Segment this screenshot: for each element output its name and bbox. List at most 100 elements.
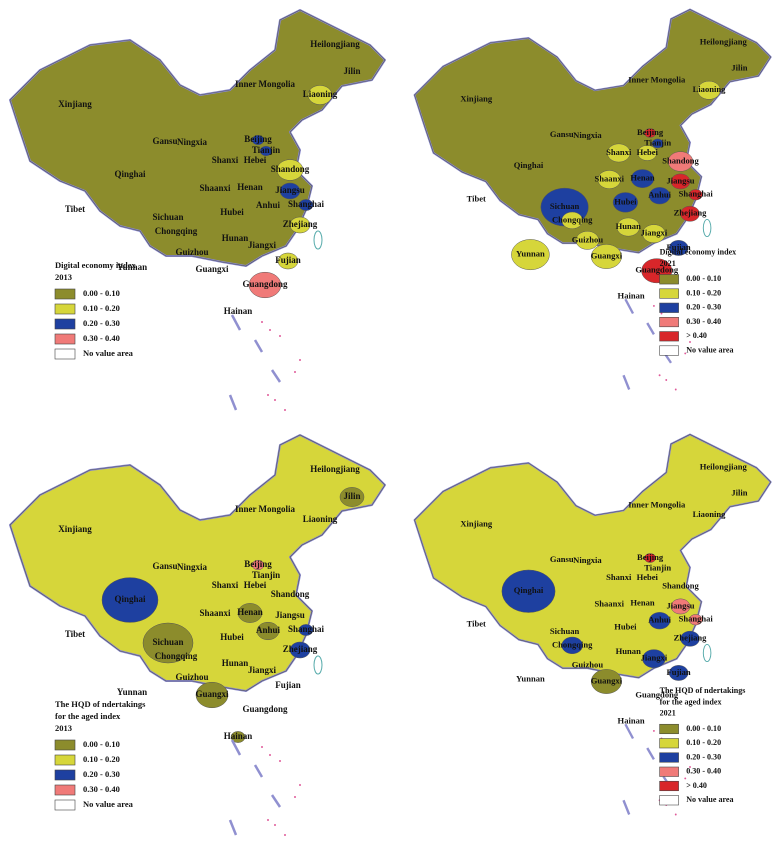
island — [267, 819, 269, 821]
province-fill — [637, 145, 657, 161]
legend: The HQD of ndertakings for the aged index… — [54, 699, 146, 811]
province-label: Qinghai — [514, 585, 544, 595]
legend-swatch — [54, 348, 76, 360]
province-fill — [651, 138, 664, 149]
province-label: Guangdong — [242, 704, 288, 714]
province-fill — [680, 205, 700, 222]
province-fill — [279, 182, 301, 200]
province-fill — [630, 169, 655, 188]
legend-swatch — [54, 799, 76, 811]
country-inner — [414, 9, 772, 253]
island — [652, 304, 655, 307]
province-label: Hunan — [616, 646, 641, 656]
province-label: Heilongjiang — [700, 462, 748, 472]
island — [279, 335, 281, 337]
province-label: Guizhou — [572, 659, 604, 669]
province-fill — [251, 559, 265, 571]
province-label: Gansu — [152, 561, 177, 571]
legend-label: > 0.40 — [686, 331, 707, 340]
province-fill — [277, 252, 299, 270]
province-label: Anhui — [256, 625, 281, 635]
legend-swatch — [659, 288, 679, 299]
province-fill — [590, 244, 622, 269]
province-label: Hubei — [220, 207, 244, 217]
legend-label: 0.00 - 0.10 — [83, 739, 120, 749]
legend-swatch — [659, 752, 679, 763]
province-label: Hubei — [614, 621, 637, 631]
legend-title: The HQD of ndertakings — [55, 699, 146, 709]
province-label: Jiangsu — [666, 600, 694, 610]
province-label: Anhui — [256, 200, 281, 210]
province-fill — [259, 145, 273, 157]
province-label: Chongqing — [155, 226, 198, 236]
province-label: Shanxi — [606, 572, 632, 582]
sea-boundary — [646, 322, 655, 335]
province-label: Qinghai — [114, 594, 146, 604]
island — [261, 746, 263, 748]
province-fill — [667, 151, 694, 172]
province-label: Anhui — [648, 190, 671, 200]
province-label: Hainan — [224, 306, 253, 316]
legend-label: 0.10 - 0.20 — [686, 288, 721, 297]
province-fill — [237, 603, 263, 623]
province-label: Gansu — [152, 136, 177, 146]
province-label: Beijing — [244, 134, 272, 144]
legend-label: 0.00 - 0.10 — [686, 274, 721, 283]
province-label: Guangxi — [591, 675, 623, 685]
sea-boundary — [228, 394, 238, 411]
legend-swatch — [659, 723, 679, 735]
province-label: Henan — [630, 173, 654, 183]
province-label: Anhui — [648, 615, 671, 625]
province-label: Guangdong — [635, 265, 678, 275]
province-label: Chongqing — [552, 639, 593, 649]
map-panel: Heilongjiang Jilin Liaoning Inner Mongolia X… — [413, 8, 772, 391]
province-fill — [248, 271, 282, 299]
legend-label: No value area — [83, 799, 134, 809]
province-fill — [644, 553, 657, 563]
island — [660, 312, 663, 315]
legend-label: No value area — [686, 795, 733, 804]
province-fill — [298, 624, 314, 636]
province-label: Liaoning — [693, 509, 727, 519]
province-label: Sichuan — [550, 626, 580, 636]
province-fill — [101, 577, 159, 623]
island — [284, 834, 286, 836]
province-fill — [688, 189, 703, 201]
sea-boundary — [622, 799, 631, 815]
province-fill — [668, 240, 689, 256]
legend-year: 2021 — [660, 259, 676, 268]
province-label: Zhejiang — [674, 633, 707, 643]
island — [274, 399, 276, 401]
island — [658, 374, 661, 377]
legend-swatch — [659, 345, 679, 356]
province-label: Chongqing — [552, 214, 593, 224]
province-label: Guizhou — [175, 247, 208, 257]
province-label: Sichuan — [152, 637, 183, 647]
legend-year: 2013 — [55, 272, 72, 282]
province-label: Shanxi — [212, 155, 239, 165]
province-label: Shanghai — [679, 189, 714, 199]
island — [689, 341, 691, 343]
province-fill — [256, 621, 280, 641]
province-label: Guizhou — [175, 672, 208, 682]
province-label: Xinjiang — [58, 524, 92, 534]
legend-label: No value area — [83, 348, 134, 358]
legend: Digital economy index 2013 0.00 - 0.10 0.10… — [54, 260, 136, 360]
island — [299, 784, 301, 786]
province-label: Ningxia — [573, 130, 602, 140]
province-label: Jiangxi — [641, 228, 668, 238]
sea-boundary — [646, 747, 655, 760]
province-label: Guizhou — [572, 234, 604, 244]
province-label: Shandong — [662, 580, 699, 590]
province-label: Liaoning — [303, 514, 338, 524]
province-label: Zhejiang — [283, 644, 318, 654]
province-fill — [289, 216, 311, 234]
province-fill — [251, 134, 265, 146]
legend-swatch — [54, 303, 76, 315]
province-label: Shaanxi — [199, 183, 231, 193]
province-label: Tianjin — [644, 562, 671, 572]
legend-label: > 0.40 — [686, 781, 707, 790]
sea-boundary — [230, 314, 242, 331]
island — [267, 394, 269, 396]
province-label: Shandong — [271, 164, 310, 174]
